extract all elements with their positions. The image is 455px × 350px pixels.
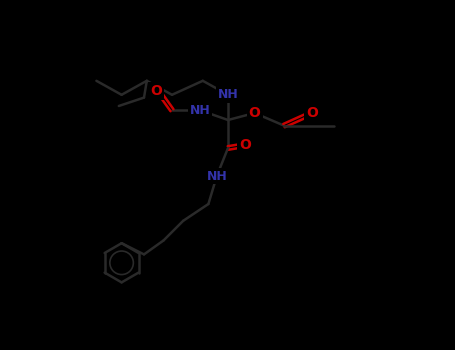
- Text: NH: NH: [190, 104, 210, 117]
- Text: NH: NH: [207, 169, 227, 182]
- Text: NH: NH: [217, 88, 238, 101]
- Text: O: O: [150, 84, 162, 98]
- Text: O: O: [249, 106, 261, 120]
- Text: O: O: [239, 138, 251, 152]
- Text: O: O: [306, 106, 318, 120]
